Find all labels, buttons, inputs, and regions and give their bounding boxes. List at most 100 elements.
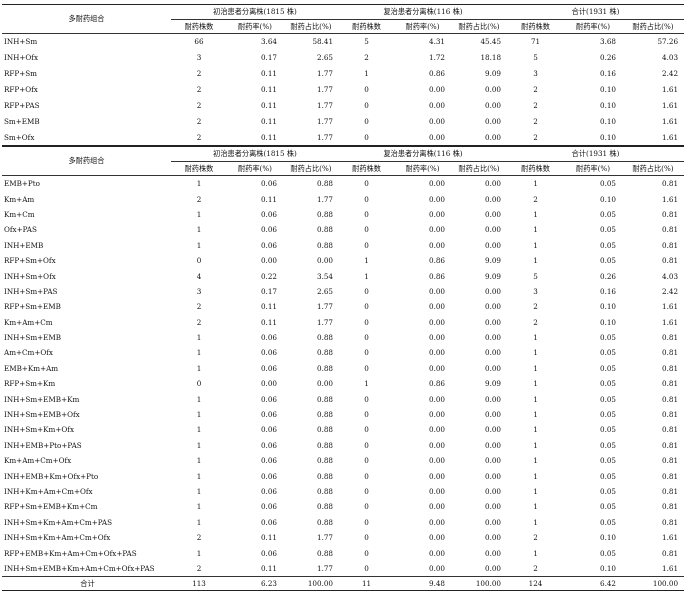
initial-count-cell: 2 — [196, 85, 202, 95]
initial-share-cell: 1.77 — [317, 101, 334, 110]
retreated-rate-cell: 0.00 — [429, 116, 446, 126]
initial-count-cell: 2 — [196, 101, 202, 110]
initial-share-cell: 0.00 — [317, 379, 334, 389]
retreated-count-cell: 0 — [364, 240, 369, 250]
retreated-rate-cell: 0.00 — [429, 333, 446, 343]
total-share-cell: 0.81 — [662, 502, 679, 512]
initial-share-cell: 0.88 — [317, 394, 334, 404]
drug-combination: INH+Sm — [4, 37, 38, 47]
initial-count-cell: 1 — [196, 394, 202, 404]
retreated-share-cell: 0.00 — [485, 286, 502, 296]
retreated-count-cell: 1 — [364, 256, 369, 266]
group-header-retreated: 复治患者分离株(116 株) — [339, 146, 508, 162]
drug-combination: RFP+Sm+Ofx — [4, 256, 56, 266]
initial-count-cell: 2 — [196, 563, 202, 573]
drug-combination: Am+Cm+Ofx — [4, 348, 53, 358]
drug-combination: INH+Sm+Ofx — [4, 271, 56, 281]
table-row: Km+Am 2 0.11 1.77 0 0.00 0.00 2 0.10 1.61 — [2, 191, 684, 206]
retreated-count-cell: 0 — [364, 101, 369, 110]
retreated-count-cell: 0 — [364, 425, 369, 435]
initial-count-cell: 1 — [196, 363, 202, 373]
initial-share-cell: 0.88 — [317, 456, 334, 466]
retreated-rate-cell: 0.00 — [429, 302, 446, 312]
initial-share-cell: 0.88 — [317, 240, 334, 250]
retreated-rate-cell: 1.72 — [429, 53, 446, 63]
total-rate-cell: 0.10 — [600, 563, 617, 573]
total-share-cell: 57.26 — [657, 37, 679, 47]
initial-share-cell: 1.77 — [317, 116, 334, 126]
table1-body: INH+Sm 66 3.64 58.41 5 4.31 45.45 71 3.68 57.26 IN… — [2, 34, 685, 146]
initial-share-cell: 0.88 — [317, 517, 334, 527]
drug-combination: INH+Sm+Km+Ofx — [4, 425, 74, 435]
retreated-rate-cell: 0.00 — [429, 533, 446, 543]
retreated-count-cell: 0 — [364, 410, 369, 420]
total-count-cell: 1 — [533, 517, 538, 527]
retreated-rate-cell: 0.00 — [429, 440, 446, 450]
total-rate-cell: 0.05 — [600, 379, 617, 389]
total-share-cell: 0.81 — [662, 379, 679, 389]
drug-combination: EMB+Pto — [4, 179, 40, 189]
initial-share-cell: 3.54 — [317, 271, 334, 281]
drug-combination: RFP+Sm+EMB+Km+Cm — [4, 502, 98, 512]
total-count-cell: 5 — [533, 53, 538, 63]
total-rate-cell: 0.05 — [600, 502, 617, 512]
table-row: INH+EMB+Pto+PAS 1 0.06 0.88 0 0.00 0.00 1 0.05 0.… — [2, 438, 684, 453]
subcol-count: 耐药株数 — [171, 161, 227, 176]
total-share-cell: 1.61 — [662, 116, 679, 126]
total-count-cell: 1 — [533, 548, 538, 558]
drug-combination: INH+Sm+EMB — [4, 333, 62, 343]
total-rate-cell: 0.05 — [600, 548, 617, 558]
total-count-cell: 1 — [533, 240, 538, 250]
total-share-cell: 1.61 — [662, 194, 679, 204]
retreated-share-cell: 0.00 — [485, 194, 502, 204]
subcol-share: 耐药占比(%) — [451, 19, 508, 34]
drug-combination: INH+Sm+Km+Am+Cm+Ofx — [4, 533, 111, 543]
total-count-cell: 71 — [530, 37, 541, 47]
total-rate-cell: 0.05 — [600, 225, 617, 235]
total-count-cell: 2 — [533, 317, 538, 327]
total-count-cell: 2 — [533, 194, 538, 204]
retreated-rate-cell: 0.86 — [429, 379, 446, 389]
group-header-retreated: 复治患者分离株(116 株) — [339, 4, 508, 20]
retreated-share-cell: 0.00 — [485, 410, 502, 420]
total-rate-cell: 0.05 — [600, 179, 617, 189]
initial-share-cell: 0.88 — [317, 425, 334, 435]
retreated-rate-cell: 0.00 — [429, 502, 446, 512]
initial-share-cell: 58.41 — [312, 37, 334, 47]
retreated-share-cell: 0.00 — [485, 394, 502, 404]
retreated-share-cell: 9.09 — [485, 256, 502, 266]
retreated-count-cell: 0 — [364, 302, 369, 312]
initial-count-cell: 4 — [196, 271, 202, 281]
subcol-count: 耐药株数 — [507, 161, 565, 176]
retreated-rate-cell: 0.00 — [429, 225, 446, 235]
total-count-cell: 2 — [533, 116, 538, 126]
total-row: 合计 113 6.23 100.00 11 9.48 100.00 124 6.42 100.00 — [2, 576, 685, 592]
total-rate-cell: 0.05 — [600, 256, 617, 266]
retreated-rate-cell: 0.00 — [429, 487, 446, 496]
retreated-count-cell: 0 — [364, 440, 369, 450]
retreated-rate-cell: 0.00 — [429, 394, 446, 404]
drug-combination: Km+Am — [4, 194, 35, 204]
retreated-share-cell: 0.00 — [485, 317, 502, 327]
initial-rate-cell: 0.11 — [260, 69, 277, 79]
drug-combination: Ofx+PAS — [4, 225, 37, 235]
initial-rate-cell: 0.22 — [260, 271, 277, 281]
initial-share-cell: 1.77 — [317, 69, 334, 79]
initial-rate-cell: 0.06 — [260, 517, 277, 527]
total-share-cell: 0.81 — [662, 209, 679, 219]
total-rate-cell: 0.05 — [600, 363, 617, 373]
total-value-cell: 11 — [339, 576, 395, 592]
retreated-count-cell: 0 — [364, 517, 369, 527]
resistance-table-part2: 多耐药组合 初治患者分离株(1815 株) 复治患者分离株(116 株) 合计(… — [2, 146, 685, 592]
initial-count-cell: 3 — [196, 53, 202, 63]
total-count-cell: 1 — [533, 348, 538, 358]
retreated-count-cell: 0 — [364, 194, 369, 204]
total-share-cell: 0.81 — [662, 471, 679, 481]
initial-rate-cell: 0.11 — [260, 101, 277, 110]
initial-rate-cell: 0.11 — [260, 116, 277, 126]
total-rate-cell: 0.05 — [600, 517, 617, 527]
drug-combination: INH+Ofx — [4, 53, 39, 63]
total-share-cell: 1.61 — [662, 132, 679, 142]
group-header-initial: 初治患者分离株(1815 株) — [171, 4, 340, 20]
total-count-cell: 1 — [533, 256, 538, 266]
